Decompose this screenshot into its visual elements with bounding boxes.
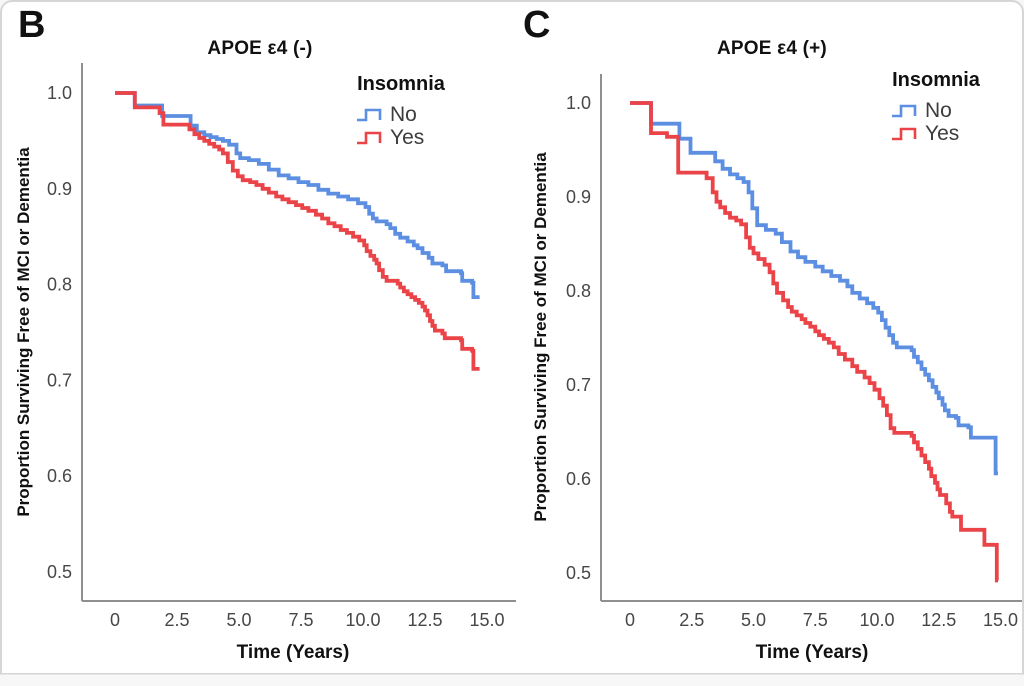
svg-text:10.0: 10.0 [345, 610, 380, 630]
legend-item-no: No [336, 103, 466, 126]
svg-text:0.8: 0.8 [47, 275, 72, 295]
panel-b-title: APOE ε4 (-) [207, 38, 313, 59]
svg-text:2.5: 2.5 [164, 610, 189, 630]
panel-b-x-axis-label: Time (Years) [236, 642, 350, 663]
svg-text:0.6: 0.6 [566, 469, 591, 489]
legend-item-label: No [925, 99, 952, 122]
svg-text:2.5: 2.5 [679, 610, 704, 630]
svg-text:12.5: 12.5 [407, 610, 442, 630]
svg-text:0: 0 [625, 610, 635, 630]
svg-text:12.5: 12.5 [921, 610, 956, 630]
page-background-strip [0, 675, 1024, 686]
panel-c-legend: Insomnia No Yes [871, 69, 1001, 145]
svg-text:0: 0 [110, 610, 120, 630]
svg-text:0.9: 0.9 [47, 179, 72, 199]
step-line-icon [357, 131, 382, 144]
legend-item-no: No [871, 99, 1001, 122]
svg-text:15.0: 15.0 [983, 610, 1018, 630]
svg-text:1.0: 1.0 [566, 93, 591, 113]
km-curve-C-No [630, 101, 998, 476]
svg-text:0.7: 0.7 [47, 370, 72, 390]
step-line-icon [892, 127, 917, 140]
legend-item-label: Yes [925, 122, 960, 145]
svg-text:0.5: 0.5 [47, 562, 72, 582]
svg-text:1.0: 1.0 [47, 83, 72, 103]
panel-c-letter: C [523, 4, 551, 46]
svg-text:0.9: 0.9 [566, 187, 591, 207]
svg-text:10.0: 10.0 [859, 610, 894, 630]
panel-b-legend: Insomnia No Yes [336, 73, 466, 149]
km-curve-B-No [115, 91, 480, 299]
svg-text:0.7: 0.7 [566, 375, 591, 395]
svg-text:5.0: 5.0 [226, 610, 251, 630]
panel-b-y-axis-label: Proportion Surviving Free of MCI or Deme… [14, 147, 33, 517]
svg-text:7.5: 7.5 [288, 610, 313, 630]
legend-title: Insomnia [357, 73, 445, 95]
panel-c-x-axis-label: Time (Years) [755, 642, 869, 663]
panel-b-letter: B [18, 4, 46, 46]
km-curve-C-Yes [630, 101, 999, 583]
km-curve-B-Yes [115, 91, 480, 371]
panel-c-title: APOE ε4 (+) [717, 38, 827, 59]
legend-title: Insomnia [892, 69, 980, 91]
svg-text:0.6: 0.6 [47, 466, 72, 486]
svg-text:7.5: 7.5 [803, 610, 828, 630]
legend-item-yes: Yes [336, 126, 466, 149]
svg-text:15.0: 15.0 [469, 610, 504, 630]
step-line-icon [892, 104, 917, 117]
svg-text:0.8: 0.8 [566, 281, 591, 301]
legend-item-label: No [390, 103, 417, 126]
step-line-icon [357, 108, 382, 121]
legend-item-yes: Yes [871, 122, 1001, 145]
svg-text:0.5: 0.5 [566, 563, 591, 583]
svg-text:5.0: 5.0 [741, 610, 766, 630]
panel-c-y-axis-label: Proportion Surviving Free of MCI or Deme… [531, 152, 550, 522]
legend-item-label: Yes [390, 126, 425, 149]
